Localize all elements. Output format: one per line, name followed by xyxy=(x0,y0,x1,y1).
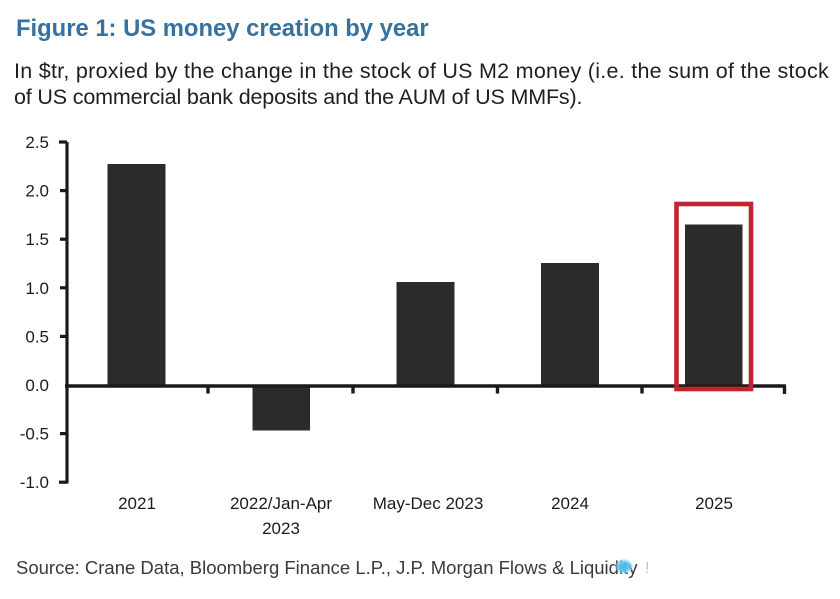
svg-text:May-Dec 2023: May-Dec 2023 xyxy=(373,494,484,513)
svg-text:1.0: 1.0 xyxy=(25,279,49,298)
svg-text:2021: 2021 xyxy=(118,494,156,513)
svg-text:0.0: 0.0 xyxy=(25,376,49,395)
svg-text:-1.0: -1.0 xyxy=(20,473,49,492)
svg-text:2022/Jan-Apr: 2022/Jan-Apr xyxy=(230,494,332,513)
svg-text:0.5: 0.5 xyxy=(25,327,49,346)
svg-text:1.5: 1.5 xyxy=(25,230,49,249)
svg-text:2.0: 2.0 xyxy=(25,182,49,201)
svg-text:2023: 2023 xyxy=(262,519,300,538)
svg-text:2.5: 2.5 xyxy=(25,133,49,152)
svg-text:-0.5: -0.5 xyxy=(20,425,49,444)
svg-text:2025: 2025 xyxy=(695,494,733,513)
svg-text:2024: 2024 xyxy=(551,494,589,513)
